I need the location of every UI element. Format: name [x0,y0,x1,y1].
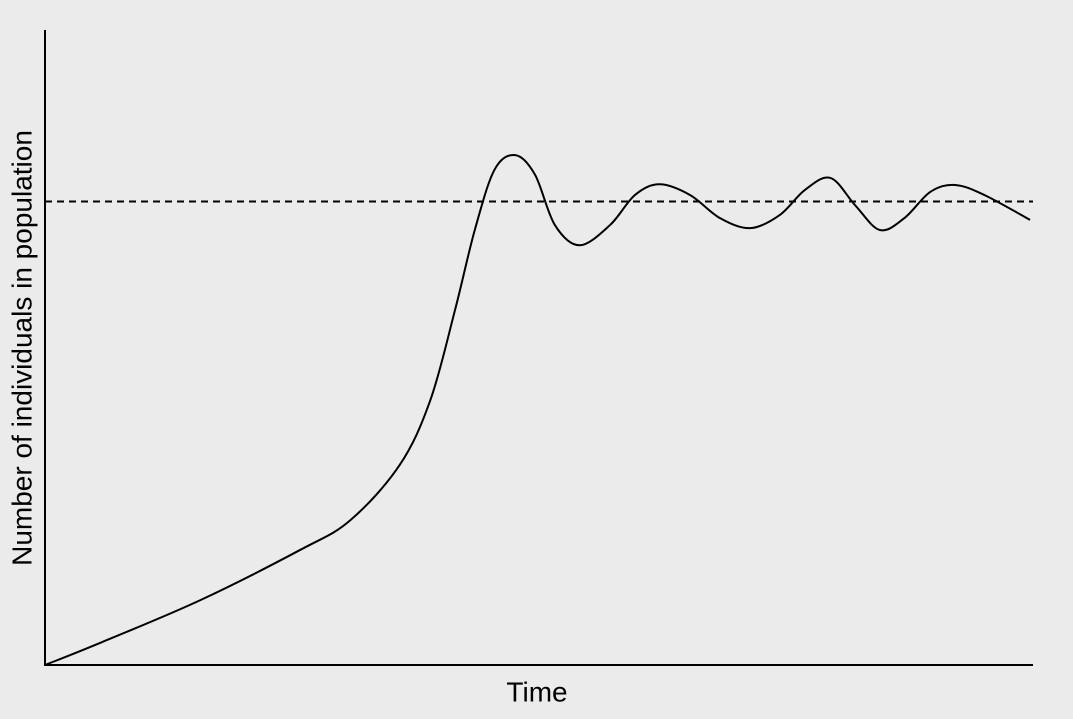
data-line [44,153,1031,666]
y-axis-label: Number of individuals in population [6,130,37,566]
x-axis-label: Time [506,676,567,707]
